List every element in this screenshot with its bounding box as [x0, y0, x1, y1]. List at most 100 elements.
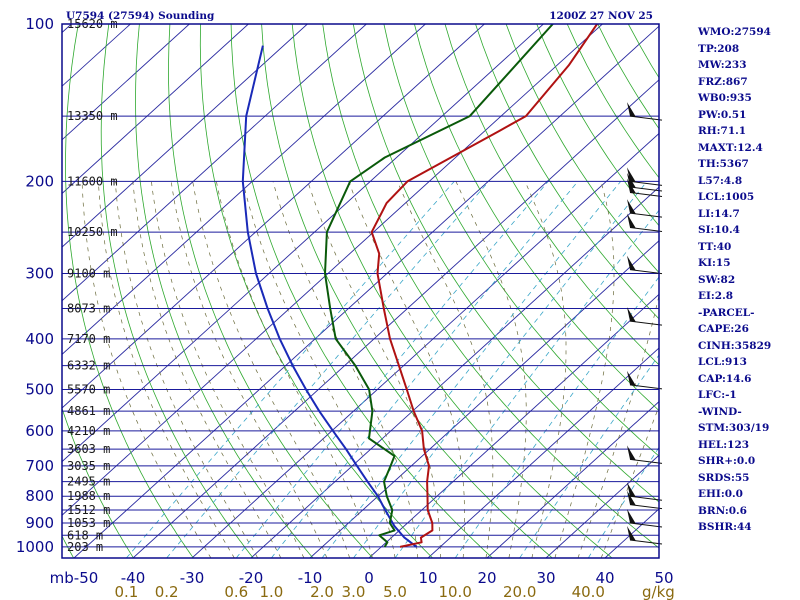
- sounding-index-item: BSHR:44: [698, 521, 752, 533]
- sounding-index-item: CAPE:26: [698, 323, 749, 335]
- isotherm-line: [62, 24, 249, 195]
- mixing-ratio-line: [394, 209, 659, 558]
- moist-adiabat-line: [216, 181, 373, 558]
- isotherm-line: [73, 25, 659, 558]
- wind-barb: [627, 482, 663, 501]
- mixing-ratio-line: [321, 181, 622, 558]
- mixing-ratio-label: 0.1: [115, 583, 139, 600]
- mixing-ratio-line: [454, 276, 659, 558]
- isotherm-line: [62, 24, 190, 141]
- height-label: 618 m: [67, 528, 103, 542]
- sounding-indices: WMO:27594 TP:208 MW:233 FRZ:867 WB0:935 PW:0.…: [698, 24, 798, 536]
- moist-adiabat-line: [600, 405, 659, 558]
- isotherm-line: [309, 240, 659, 558]
- sounding-index-item: RH:71.1: [698, 125, 747, 137]
- dry-adiabat-line: [505, 24, 659, 274]
- dry-adiabat-line: [168, 24, 374, 558]
- dry-adiabat-line: [444, 24, 659, 366]
- pressure-tick-label: 400: [25, 330, 54, 348]
- isotherm-line: [62, 24, 426, 355]
- height-label: 3035 m: [67, 459, 110, 473]
- sounding-index-item: LFC:-1: [698, 389, 737, 401]
- dry-adiabat-line: [65, 24, 194, 558]
- moist-adiabat-line: [114, 181, 259, 558]
- sounding-index-item: SRDS:55: [698, 471, 750, 484]
- dewpoint-trace-line: [324, 24, 554, 548]
- height-label: 9100 m: [67, 266, 110, 280]
- sounding-index-item: HEL:123: [698, 438, 750, 451]
- sounding-index-item: -WIND-: [698, 405, 742, 418]
- moist-adiabat-line: [98, 181, 235, 558]
- sounding-index-item: TP:208: [698, 42, 740, 55]
- height-label: 203 m: [67, 540, 103, 554]
- parcel-trace-line: [241, 45, 418, 548]
- mixing-ratio-label: 20.0: [503, 583, 536, 600]
- pressure-tick-label: 800: [25, 487, 54, 505]
- height-label: 2495 m: [67, 475, 110, 489]
- moist-adiabat-line: [170, 181, 328, 558]
- isotherm-line: [368, 293, 659, 558]
- wind-barb: [627, 526, 663, 545]
- sounding-index-item: SW:82: [698, 273, 736, 286]
- isotherm-line: [427, 347, 659, 558]
- sounding-index-item: STM:303/19: [698, 422, 770, 434]
- isotherm-line: [486, 401, 659, 558]
- temperature-tick-label: -30: [180, 569, 205, 587]
- wind-barb: [627, 370, 663, 390]
- sounding-index-item: CAP:14.6: [698, 372, 752, 385]
- sounding-index-item: SHR+:0.0: [698, 455, 756, 467]
- mixing-ratio-line: [271, 181, 579, 558]
- mixing-ratio-line: [519, 354, 659, 558]
- sounding-index-item: WB0:935: [698, 92, 752, 104]
- isotherm-line: [62, 24, 603, 516]
- isotherm-line: [62, 24, 485, 409]
- moist-adiabat-line: [242, 181, 396, 558]
- isotherm-line: [191, 132, 659, 558]
- sounding-index-item: SI:10.4: [698, 224, 740, 236]
- plot-frame: [61, 23, 660, 559]
- sounding-index-item: WMO:27594: [698, 26, 771, 38]
- dry-adiabat-line: [135, 24, 314, 558]
- mixing-ratio-label: 3.0: [342, 583, 366, 600]
- dry-adiabat-line: [100, 24, 254, 558]
- height-label: 1988 m: [67, 489, 110, 503]
- mixing-ratio-label: 10.0: [438, 583, 471, 600]
- sounding-index-item: BRN:0.6: [698, 504, 747, 517]
- height-label: 11600 m: [67, 174, 118, 188]
- isotherm-line: [250, 186, 659, 558]
- temperature-tick-label: 40: [595, 569, 614, 587]
- wind-barb: [627, 445, 663, 464]
- height-label: 8073 m: [67, 302, 110, 316]
- height-label: 6332 m: [67, 359, 110, 373]
- moist-adiabat-line: [81, 181, 212, 558]
- pressure-tick-label: 200: [25, 172, 54, 190]
- temperature-trace-line: [370, 24, 598, 548]
- sounding-index-item: TH:5367: [698, 158, 749, 170]
- isotherm-line: [62, 24, 544, 463]
- mixing-ratio-label: 2.0: [310, 583, 334, 600]
- mixing-ratio-label: 0.6: [224, 583, 248, 600]
- dry-adiabat-line: [230, 24, 493, 558]
- sounding-index-item: PW:0.51: [698, 108, 747, 121]
- sounding-index-item: KI:15: [698, 257, 731, 269]
- observation-time: 1200Z 27 NOV 25: [549, 10, 653, 22]
- height-label: 4210 m: [67, 424, 110, 438]
- temperature-tick-label: 10: [418, 569, 437, 587]
- wind-barb: [627, 307, 663, 326]
- wind-barb: [627, 490, 663, 510]
- mixing-ratio-line: [353, 181, 648, 558]
- moist-adiabat-line: [554, 181, 615, 558]
- isotherm-line: [545, 454, 659, 558]
- dry-adiabat-line: [383, 24, 659, 457]
- sounding-index-item: MW:233: [698, 59, 747, 71]
- isotherm-line: [62, 24, 367, 302]
- height-label: 7170 m: [67, 332, 110, 346]
- sounding-index-item: -PARCEL-: [698, 306, 755, 319]
- moist-adiabat-line: [132, 181, 282, 558]
- temperature-tick-label: 20: [477, 569, 496, 587]
- sounding-index-item: EHI:0.0: [698, 488, 743, 500]
- dry-adiabat-line: [199, 24, 433, 558]
- wind-barb: [627, 173, 663, 192]
- wind-barb: [627, 213, 663, 232]
- temperature-tick-label: 0: [364, 569, 374, 587]
